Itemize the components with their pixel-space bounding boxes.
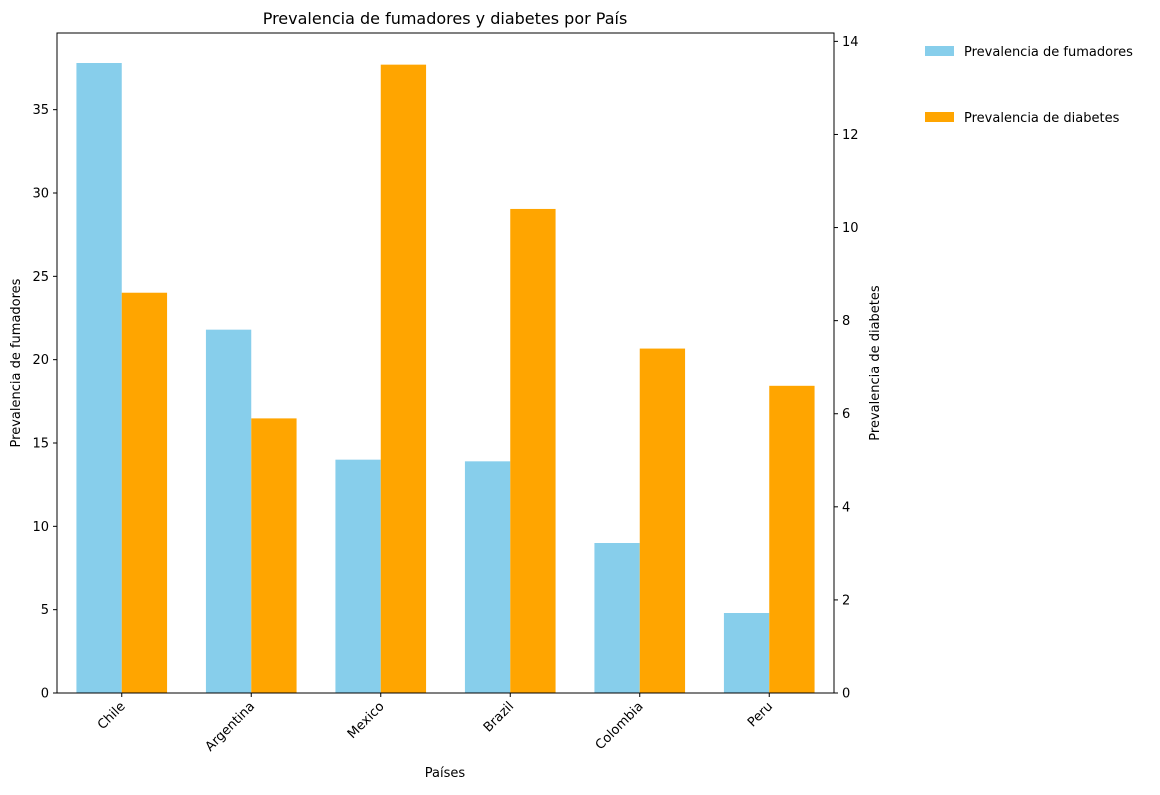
legend-label-0: Prevalencia de fumadores: [964, 45, 1133, 60]
x-tick-label-chile: Chile: [95, 699, 129, 733]
y-left-tick-label: 15: [32, 437, 49, 452]
bar-fumadores-argentina: [205, 329, 252, 693]
legend-swatch-0: [925, 46, 954, 56]
y-right-tick-label: 12: [842, 128, 859, 143]
x-tick-label-peru: Peru: [745, 699, 776, 730]
y-left-tick-label: 25: [32, 270, 49, 285]
legend-label-1: Prevalencia de diabetes: [964, 111, 1120, 126]
bar-fumadores-colombia: [594, 543, 640, 693]
x-axis-label: Países: [425, 766, 466, 781]
x-tick-label-argentina: Argentina: [203, 699, 258, 754]
bar-diabetes-mexico: [380, 64, 427, 693]
bar-diabetes-chile: [121, 292, 168, 693]
bar-diabetes-colombia: [639, 348, 686, 693]
y-axis-left-label: Prevalencia de fumadores: [9, 278, 24, 447]
y-right-tick-label: 14: [842, 35, 859, 50]
x-tick-label-brazil: Brazil: [481, 699, 517, 735]
y-left-tick-label: 30: [32, 187, 49, 202]
y-axis-right-label: Prevalencia de diabetes: [868, 285, 883, 441]
bar-fumadores-brazil: [464, 461, 511, 693]
y-left-tick-label: 20: [32, 353, 49, 368]
y-right-tick-label: 4: [842, 500, 850, 515]
bar-diabetes-argentina: [251, 418, 297, 693]
bar-fumadores-peru: [723, 613, 770, 693]
plot-frame: [56, 32, 835, 694]
legend: Prevalencia de fumadores Prevalencia de d…: [925, 45, 1133, 126]
bars-layer: [76, 63, 815, 693]
y-right-tick-label: 10: [842, 221, 859, 236]
bar-diabetes-peru: [769, 385, 815, 693]
legend-swatch-1: [925, 112, 954, 122]
x-tick-label-mexico: Mexico: [345, 699, 388, 742]
bar-diabetes-brazil: [510, 208, 556, 693]
y-left-tick-label: 0: [41, 687, 49, 702]
x-tick-label-colombia: Colombia: [593, 699, 647, 753]
y-right-tick-label: 2: [842, 593, 850, 608]
chart-title: Prevalencia de fumadores y diabetes por …: [263, 9, 628, 28]
y-right-tick-label: 6: [842, 407, 850, 422]
y-right-tick-label: 8: [842, 314, 850, 329]
bar-fumadores-chile: [76, 63, 122, 693]
bar-fumadores-mexico: [335, 459, 381, 693]
y-right-tick-label: 0: [842, 687, 850, 702]
y-left-tick-label: 10: [32, 520, 49, 535]
y-left-tick-label: 5: [41, 603, 49, 618]
y-left-tick-label: 35: [32, 103, 49, 118]
